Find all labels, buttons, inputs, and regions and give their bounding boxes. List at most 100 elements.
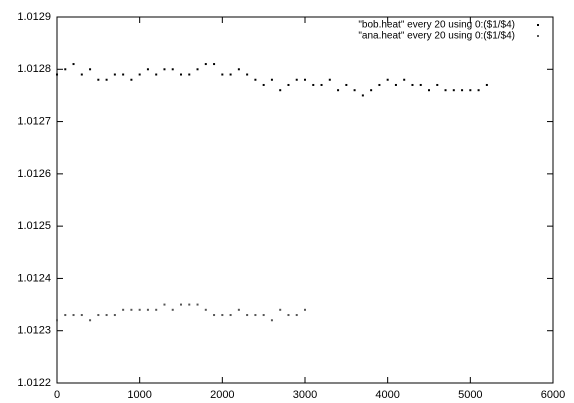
point (320, 83, 323, 86)
point (304, 308, 306, 311)
point (204, 308, 207, 311)
x-tick-label: 3000 (293, 389, 317, 401)
point (254, 78, 257, 81)
y-tick-label: 1.0126 (17, 168, 51, 180)
point (155, 73, 158, 76)
point (461, 89, 464, 92)
point (89, 319, 92, 322)
point (485, 83, 488, 86)
point (221, 73, 224, 76)
point (146, 308, 149, 311)
point (138, 308, 141, 311)
point (262, 314, 265, 317)
legend-swatch (537, 24, 539, 26)
point (196, 303, 199, 306)
plot-frame (56, 16, 554, 384)
legend-swatch (537, 35, 539, 37)
point (394, 83, 397, 86)
y-tick-label: 1.0128 (17, 63, 51, 75)
y-tick-label: 1.0127 (17, 115, 51, 127)
point (411, 83, 414, 86)
point (130, 308, 133, 311)
point (163, 303, 166, 306)
point (97, 314, 100, 317)
x-tick-label: 5000 (458, 389, 482, 401)
point (246, 314, 249, 317)
point (138, 73, 141, 76)
point (262, 83, 265, 86)
point (436, 83, 439, 86)
point (295, 78, 298, 81)
point (419, 83, 422, 86)
point (188, 73, 191, 76)
point (89, 68, 92, 71)
point (312, 83, 315, 86)
point (64, 68, 67, 71)
point (97, 78, 100, 81)
point (237, 308, 240, 311)
y-tick-label: 1.0124 (17, 272, 51, 284)
y-tick-label: 1.0122 (17, 377, 51, 389)
point (287, 83, 290, 86)
point (113, 314, 116, 317)
point (72, 314, 75, 317)
point (188, 303, 191, 306)
x-tick-label: 0 (54, 389, 60, 401)
point (254, 314, 257, 317)
point (328, 78, 331, 81)
point (444, 89, 447, 92)
x-tick-label: 2000 (210, 389, 234, 401)
point (80, 73, 83, 76)
point (403, 78, 406, 81)
point (237, 68, 240, 71)
point (171, 68, 174, 71)
legend-label: "bob.heat" every 20 using 0:($1/$4) (358, 20, 515, 31)
point (56, 73, 58, 76)
point (163, 68, 166, 71)
point (146, 68, 149, 71)
point (287, 314, 290, 317)
point (196, 68, 199, 71)
x-tick-label: 1000 (127, 389, 151, 401)
point (130, 78, 133, 81)
point (171, 308, 174, 311)
point (279, 89, 282, 92)
point (246, 73, 249, 76)
point (295, 314, 298, 317)
point (213, 63, 216, 66)
point (386, 78, 389, 81)
point (64, 314, 67, 317)
point (469, 89, 472, 92)
point (337, 89, 340, 92)
point (353, 89, 356, 92)
point (213, 314, 216, 317)
y-tick-label: 1.0123 (17, 325, 51, 337)
point (229, 73, 232, 76)
point (113, 73, 116, 76)
point (229, 314, 232, 317)
point (180, 303, 182, 306)
point (180, 73, 182, 76)
point (105, 314, 108, 317)
point (378, 83, 381, 86)
point (270, 319, 273, 322)
point (428, 89, 430, 92)
point (221, 314, 224, 317)
point (122, 73, 125, 76)
point (72, 63, 75, 66)
point (56, 319, 58, 322)
point (105, 78, 108, 81)
point (279, 308, 282, 311)
y-tick-label: 1.0129 (17, 11, 51, 23)
point (270, 78, 273, 81)
point (304, 78, 306, 81)
legend-label: "ana.heat" every 20 using 0:($1/$4) (358, 31, 515, 42)
point (477, 89, 480, 92)
point (361, 94, 364, 97)
point (155, 308, 158, 311)
point (452, 89, 455, 92)
x-tick-label: 6000 (541, 389, 565, 401)
point (370, 89, 373, 92)
